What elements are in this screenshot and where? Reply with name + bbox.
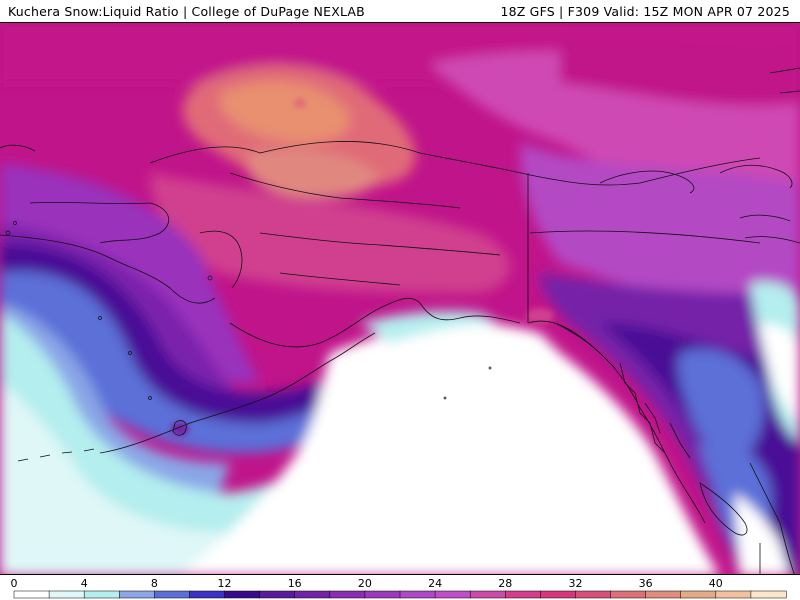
colorbar-tick-label: 36	[639, 577, 653, 590]
colorbar-tick-label: 4	[81, 577, 88, 590]
header-bar: Kuchera Snow:Liquid Ratio | College of D…	[0, 0, 800, 22]
colorbar-tick-label: 16	[288, 577, 302, 590]
colorbar-tick-label: 28	[498, 577, 512, 590]
colorbar-swatch	[610, 590, 647, 599]
colorbar-tick-label: 40	[709, 577, 723, 590]
coastlines	[0, 67, 800, 574]
colorbar-swatch	[154, 590, 190, 599]
colorbar-tick-label: 24	[428, 577, 442, 590]
colorbar-swatch	[224, 590, 261, 599]
color-legend: 0 4 8 12 16 20 24 28 32 36 40	[0, 575, 800, 600]
colorbar-swatch	[434, 590, 471, 599]
colorbar-swatch	[715, 590, 752, 599]
colorbar-svg: 0 4 8 12 16 20 24 28 32 36 40	[11, 577, 787, 599]
colorbar-swatch	[505, 590, 541, 599]
colorbar-tick-label: 20	[358, 577, 372, 590]
colorbar-tick-label: 32	[569, 577, 583, 590]
colorbar-swatch	[645, 590, 682, 599]
colorbar-swatch	[13, 590, 50, 599]
colorbar-swatch	[575, 590, 612, 599]
colorbar-swatch	[399, 590, 436, 599]
colorbar-swatch	[294, 590, 331, 599]
colorbar-swatch	[259, 590, 296, 599]
colorbar-swatch	[680, 590, 717, 599]
colorbar-swatch	[364, 590, 401, 599]
colorbar-swatch	[119, 590, 155, 599]
colorbar-tick-label: 8	[151, 577, 158, 590]
colorbar-swatch	[750, 590, 787, 599]
colorbar-swatch	[189, 590, 226, 599]
colorbar-swatch	[540, 590, 576, 599]
model-valid-time: 18Z GFS | F309 Valid: 15Z MON APR 07 202…	[500, 4, 790, 19]
snow-ratio-map	[0, 23, 800, 574]
colorbar-swatch	[469, 590, 506, 599]
shaded-field	[0, 23, 800, 574]
map-panel[interactable]	[0, 22, 800, 575]
colorbar-tick-label: 0	[11, 577, 18, 590]
product-title: Kuchera Snow:Liquid Ratio | College of D…	[8, 4, 365, 19]
colorbar-swatch	[329, 590, 366, 599]
colorbar-tick-label: 12	[218, 577, 232, 590]
colorbar-swatch	[48, 590, 85, 599]
colorbar-swatch	[83, 590, 120, 599]
